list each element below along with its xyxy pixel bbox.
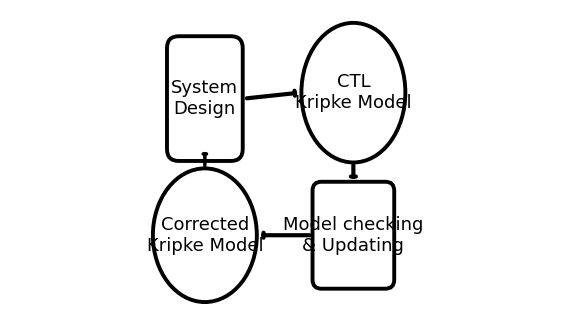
Text: Model checking
& Updating: Model checking & Updating (283, 216, 424, 255)
Text: System
Design: System Design (171, 79, 239, 118)
Text: Corrected
Kripke Model: Corrected Kripke Model (147, 216, 263, 255)
FancyBboxPatch shape (313, 182, 394, 289)
FancyBboxPatch shape (167, 36, 243, 161)
Ellipse shape (153, 168, 257, 302)
Text: CTL
Kripke Model: CTL Kripke Model (295, 73, 411, 112)
Ellipse shape (301, 23, 405, 162)
